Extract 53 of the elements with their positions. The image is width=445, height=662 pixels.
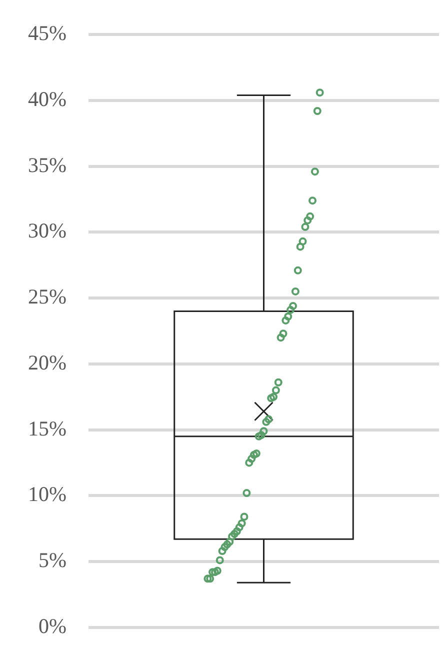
- point: [301, 222, 310, 231]
- point: [313, 107, 322, 116]
- point: [291, 287, 300, 296]
- y-tick-label: 25%: [28, 284, 66, 309]
- point: [226, 538, 234, 546]
- point: [294, 266, 302, 274]
- point: [272, 386, 280, 394]
- point: [240, 512, 248, 521]
- y-tick-label: 10%: [28, 482, 66, 506]
- point: [260, 427, 268, 436]
- point: [242, 489, 251, 498]
- y-tick-label: 40%: [28, 86, 66, 111]
- point: [264, 415, 273, 424]
- point: [232, 527, 241, 536]
- point: [276, 334, 285, 342]
- y-tick-label: 15%: [28, 416, 66, 440]
- point: [254, 432, 263, 440]
- point: [304, 216, 312, 224]
- point: [230, 530, 238, 538]
- y-tick-label: 5%: [38, 548, 66, 572]
- point: [306, 212, 314, 220]
- point: [257, 431, 266, 440]
- point: [248, 454, 256, 463]
- point: [223, 540, 232, 548]
- point: [310, 168, 319, 176]
- y-tick-label: 20%: [28, 350, 66, 374]
- point: [286, 306, 295, 314]
- point: [213, 566, 222, 575]
- point: [245, 458, 254, 467]
- point: [308, 196, 317, 205]
- point: [284, 312, 292, 321]
- y-tick-label: 45%: [28, 21, 66, 46]
- point: [218, 546, 226, 555]
- y-tick-label: 0%: [38, 614, 66, 638]
- point: [220, 543, 229, 552]
- point: [270, 392, 278, 401]
- point: [274, 378, 282, 386]
- point: [228, 532, 236, 541]
- point: [296, 242, 304, 251]
- y-tick-label: 35%: [28, 152, 66, 177]
- point: [262, 418, 270, 426]
- point: [298, 237, 307, 246]
- point: [316, 88, 324, 97]
- point: [238, 519, 246, 528]
- point: [267, 394, 276, 402]
- point: [250, 450, 258, 459]
- point: [279, 330, 288, 338]
- point: [282, 316, 290, 324]
- point: [235, 523, 244, 532]
- point: [252, 450, 260, 458]
- point: [216, 556, 224, 564]
- y-tick-label: 30%: [28, 218, 66, 243]
- point: [289, 302, 298, 310]
